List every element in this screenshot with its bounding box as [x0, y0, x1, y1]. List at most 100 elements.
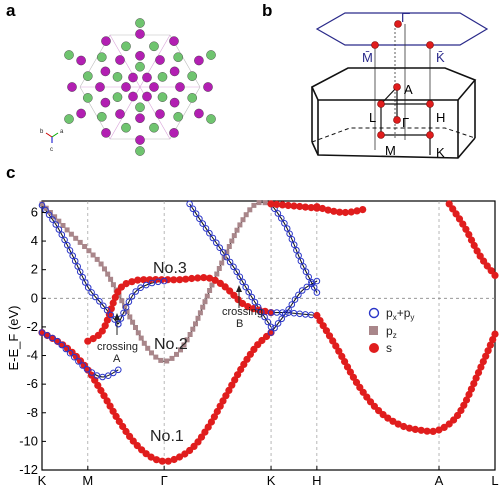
point-gamma	[393, 116, 401, 124]
band-marker-pz	[164, 358, 170, 364]
band-marker-s	[460, 401, 468, 409]
atom-magenta	[128, 91, 138, 102]
atom-green	[97, 52, 107, 63]
band-marker-pxpy	[160, 277, 168, 285]
atom-magenta	[100, 97, 111, 108]
band-marker-s	[284, 201, 292, 210]
band-marker-s	[213, 407, 221, 416]
band-line	[270, 312, 317, 316]
band-marker-s	[175, 453, 184, 461]
band-marker-pz	[60, 223, 66, 228]
atom-magenta	[169, 36, 179, 46]
band-marker-pxpy	[251, 298, 259, 306]
atom-magenta	[142, 72, 152, 83]
band-marker-pxpy	[233, 268, 240, 276]
band-marker-pz	[251, 202, 257, 208]
band-marker-s	[273, 200, 281, 208]
label-m: M	[385, 143, 396, 158]
band-marker-s	[455, 215, 464, 223]
band-marker-pz	[73, 235, 79, 241]
band-marker-pz	[195, 315, 201, 321]
band-marker-pxpy	[148, 279, 156, 287]
band-marker-pxpy	[264, 318, 272, 326]
crystal-structure	[64, 18, 216, 156]
label-no1: No.1	[150, 428, 184, 445]
band-marker-s	[472, 374, 480, 382]
band-marker-pz	[187, 332, 193, 337]
band-marker-s	[336, 208, 344, 216]
band-marker-s	[330, 207, 338, 215]
band-marker-pxpy	[293, 246, 300, 254]
y-tick-label: -4	[26, 348, 38, 363]
atom-green	[149, 41, 159, 52]
band-marker-pxpy	[199, 220, 206, 227]
band-marker-pz	[216, 266, 222, 271]
crossing-b-arrowhead	[236, 285, 242, 292]
band-marker-pxpy	[66, 247, 74, 254]
band-marker-s	[140, 276, 148, 284]
atom-green	[157, 72, 168, 82]
band-marker-pxpy	[281, 310, 289, 318]
band-marker-pxpy	[295, 291, 302, 299]
band-marker-s	[194, 274, 202, 282]
band-marker-pz	[43, 205, 49, 211]
band-marker-pxpy	[110, 369, 117, 377]
band-marker-pxpy	[54, 337, 61, 345]
atom-green	[83, 71, 93, 81]
atom-magenta	[169, 66, 180, 77]
legend-s-marker	[369, 343, 379, 353]
band-marker-s	[278, 201, 287, 209]
band-marker-pxpy	[271, 324, 278, 332]
legend-pz-p: p	[386, 324, 393, 338]
band-marker-pxpy	[137, 284, 144, 292]
band-marker-s	[411, 425, 419, 433]
band-marker-pxpy	[58, 341, 66, 349]
band-marker-pxpy	[76, 268, 84, 276]
band-marker-s	[188, 274, 196, 283]
band-marker-pxpy	[261, 313, 268, 321]
band-marker-s	[389, 417, 397, 425]
band-marker-pz	[119, 298, 125, 304]
label-gamma: Γ	[402, 115, 409, 130]
band-marker-s	[147, 453, 155, 461]
band-marker-s	[482, 352, 490, 360]
band-marker-pxpy	[122, 304, 130, 311]
axis-a-label: a	[60, 129, 64, 135]
band-marker-pz	[133, 325, 138, 330]
band-marker-s	[164, 276, 172, 284]
band-line	[117, 280, 165, 325]
band-marker-pxpy	[286, 230, 293, 238]
legend-pxpy-plus: +p	[397, 306, 411, 320]
label-h: H	[436, 110, 445, 125]
crystal-atoms	[64, 18, 216, 156]
band-marker-pxpy	[154, 278, 162, 286]
band-marker-pz	[64, 227, 70, 233]
band-marker-s	[109, 299, 117, 307]
band-markers	[38, 200, 499, 465]
band-marker-pxpy	[196, 215, 203, 222]
atom-magenta	[95, 82, 105, 92]
band-marker-s	[359, 206, 367, 214]
band-marker-pxpy	[49, 216, 56, 223]
band-marker-pz	[127, 314, 133, 320]
band-marker-s	[394, 420, 402, 428]
label-k: K	[436, 145, 445, 160]
band-marker-pz	[197, 310, 203, 316]
y-tick-label: -10	[19, 433, 38, 448]
band-marker-s	[103, 397, 111, 405]
band-marker-s	[486, 341, 494, 349]
band-marker-pz	[145, 345, 151, 351]
atom-magenta	[101, 36, 111, 46]
bz-prism-bottom	[311, 137, 476, 159]
band-marker-pxpy	[254, 303, 262, 311]
band-marker-s	[473, 247, 481, 255]
band-marker-s	[318, 204, 327, 213]
legend-pz-sub: z	[393, 331, 397, 340]
band-line	[316, 315, 496, 432]
band-marker-s	[353, 207, 361, 215]
band-marker-pxpy	[223, 253, 230, 261]
band-marker-pz	[141, 340, 147, 346]
band-marker-pz	[237, 222, 243, 228]
band-marker-pxpy	[303, 283, 311, 291]
band-marker-pz	[116, 292, 122, 298]
